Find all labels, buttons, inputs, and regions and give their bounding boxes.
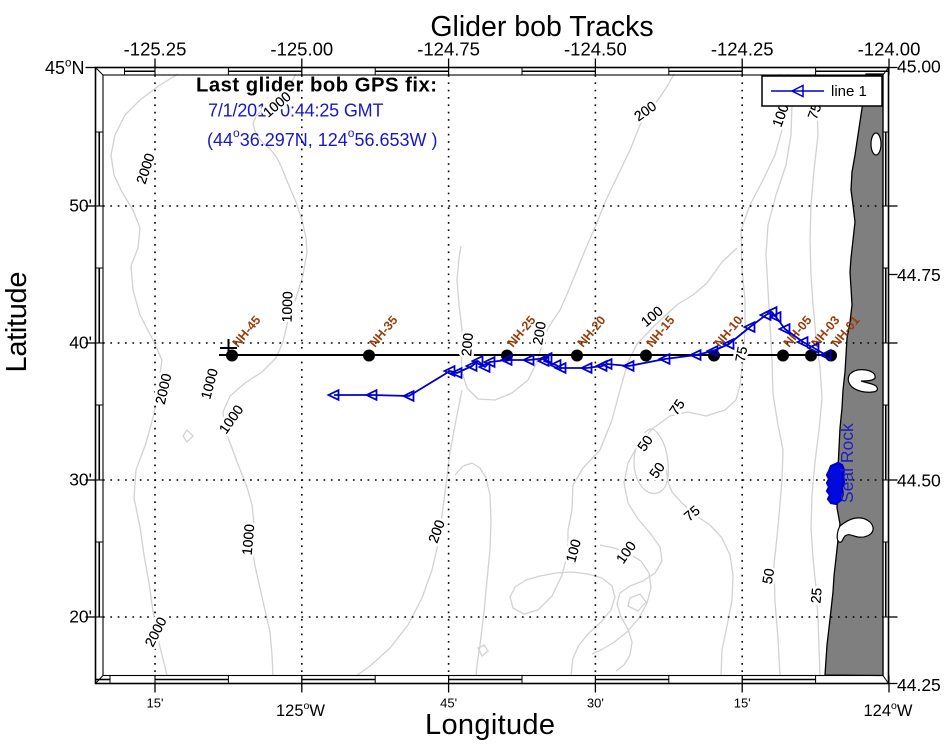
svg-text:50: 50 bbox=[759, 567, 777, 585]
svg-text:1000: 1000 bbox=[197, 366, 221, 400]
svg-text:25: 25 bbox=[807, 587, 824, 604]
svg-text:(44o36.297N, 124o56.653W ): (44o36.297N, 124o56.653W ) bbox=[207, 126, 438, 150]
svg-text:50': 50' bbox=[69, 196, 92, 216]
svg-text:-124.50: -124.50 bbox=[564, 39, 627, 60]
svg-text:25: 25 bbox=[807, 587, 824, 604]
svg-text:50: 50 bbox=[759, 567, 777, 585]
svg-text:200: 200 bbox=[425, 517, 448, 545]
svg-text:Glider bob Tracks: Glider bob Tracks bbox=[430, 11, 653, 43]
svg-text:1000: 1000 bbox=[278, 291, 295, 323]
svg-text:1000: 1000 bbox=[239, 523, 258, 556]
svg-text:45': 45' bbox=[440, 696, 457, 711]
svg-text:15': 15' bbox=[734, 696, 751, 711]
svg-text:40': 40' bbox=[69, 333, 92, 353]
svg-text:30': 30' bbox=[587, 696, 604, 711]
svg-text:Latitude: Latitude bbox=[1, 272, 33, 373]
svg-text:75: 75 bbox=[732, 345, 750, 363]
svg-text:75: 75 bbox=[732, 345, 750, 363]
svg-text:44.50: 44.50 bbox=[897, 471, 941, 491]
svg-text:line 1: line 1 bbox=[831, 83, 867, 100]
svg-text:-125.00: -125.00 bbox=[270, 39, 333, 60]
svg-text:-124.75: -124.75 bbox=[417, 39, 480, 60]
svg-text:-124.25: -124.25 bbox=[711, 39, 774, 60]
svg-text:2000: 2000 bbox=[152, 372, 175, 406]
svg-text:1000: 1000 bbox=[278, 291, 295, 323]
svg-text:200: 200 bbox=[458, 332, 476, 357]
svg-text:15': 15' bbox=[147, 696, 164, 711]
svg-text:44.75: 44.75 bbox=[897, 265, 941, 285]
svg-text:100: 100 bbox=[562, 537, 584, 564]
svg-text:30': 30' bbox=[69, 470, 92, 490]
svg-text:44.25: 44.25 bbox=[897, 675, 941, 695]
svg-text:200: 200 bbox=[529, 320, 549, 346]
svg-text:Last glider bob GPS fix:: Last glider bob GPS fix: bbox=[196, 75, 437, 97]
svg-text:Longitude: Longitude bbox=[425, 709, 555, 741]
svg-text:45oN: 45oN bbox=[45, 58, 84, 79]
svg-text:100: 100 bbox=[769, 101, 792, 129]
svg-text:124oW: 124oW bbox=[864, 700, 913, 720]
svg-text:Seal Rock: Seal Rock bbox=[837, 423, 857, 503]
svg-text:-124.00: -124.00 bbox=[858, 39, 921, 60]
svg-text:7/1/2011 0:44:25 GMT: 7/1/2011 0:44:25 GMT bbox=[208, 101, 384, 121]
svg-text:200: 200 bbox=[458, 332, 476, 357]
svg-text:-125.25: -125.25 bbox=[124, 39, 187, 60]
svg-text:20': 20' bbox=[69, 607, 92, 627]
svg-text:125oW: 125oW bbox=[276, 700, 325, 720]
svg-text:45.00: 45.00 bbox=[897, 57, 941, 77]
